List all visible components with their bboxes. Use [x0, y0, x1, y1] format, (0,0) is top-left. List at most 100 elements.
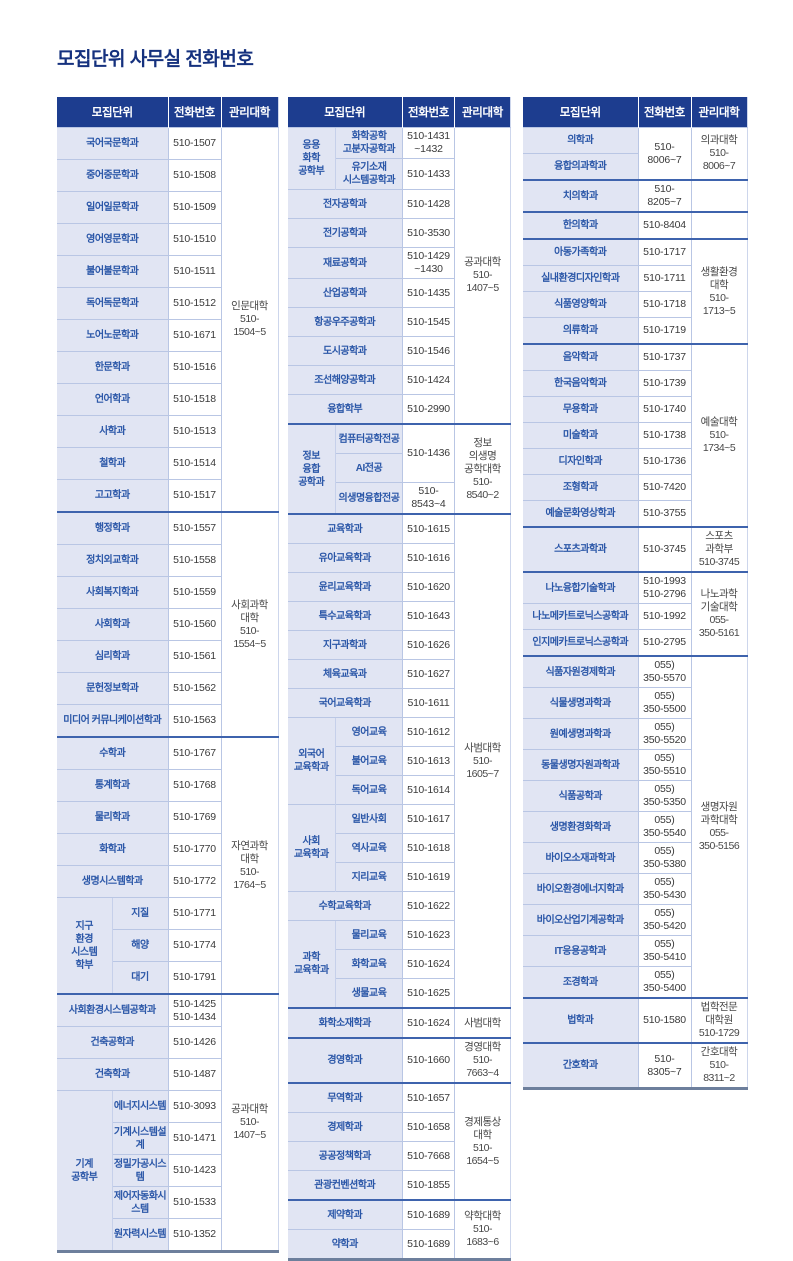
unit-cell: 무역학과 — [287, 1082, 403, 1113]
college-cell: 약학대학 510- 1683~6 — [454, 1199, 511, 1260]
phone-cell: 055) 350-5380 — [637, 842, 691, 874]
unit-cell: 화학과 — [57, 833, 168, 866]
college-cell: 공과대학 510- 1407~5 — [220, 993, 278, 1252]
unit-cell: 사회복지학과 — [57, 576, 168, 609]
phone-cell: 510-1563 — [167, 704, 221, 737]
unit-cell: 스포츠과학과 — [523, 526, 638, 572]
table-row: 지구 환경 시스템 학부 지질 510-1771 — [57, 897, 278, 994]
unit-cell: 공공정책학과 — [287, 1141, 403, 1171]
unit-cell: 일어일문학과 — [57, 191, 168, 224]
phone-cell: 510-1855 — [402, 1170, 455, 1200]
unit-cell: AI전공 — [335, 453, 403, 483]
table-row: 외국어 교육학과 영어교육 510-1612 — [287, 717, 511, 805]
unit-cell: 물리학과 — [57, 801, 168, 834]
unit-cell: 교육학과 — [287, 513, 403, 544]
table-row: 스포츠과학과 510-3745 스포츠 과학부 510-3745 — [523, 526, 747, 572]
phone-cell: 510-1561 — [167, 640, 221, 673]
table-row: 심리학과 510-1561 — [57, 640, 278, 673]
phone-cell: 510-1618 — [402, 833, 455, 863]
unit-cell: 한의학과 — [523, 211, 638, 239]
unit-cell: 국어교육학과 — [287, 688, 403, 718]
unit-cell: 전기공학과 — [287, 218, 403, 248]
college-cell: 인문대학 510- 1504~5 — [220, 127, 278, 512]
unit-cell: 국어국문학과 — [57, 127, 168, 160]
table-row: IT응용공학과 055) 350-5410 — [523, 935, 747, 967]
table-row: 사회환경시스템공학과 510-1425 510-1434 공과대학 510- 1407~5 — [57, 993, 278, 1252]
directory-table-1: 모집단위 전화번호 관리대학 국어국문학과 510-1507 인문대학 510- 1504~5… — [57, 97, 279, 1253]
table-row: 예술문화영상학과 510-3755 — [523, 500, 747, 527]
unit-cell: 에너지시스템 — [111, 1090, 168, 1123]
phone-cell: 510-1770 — [167, 833, 221, 866]
phone-cell: 510-1767 — [167, 736, 221, 770]
unit-cell: 치의학과 — [523, 179, 638, 212]
header-college: 관리대학 — [454, 97, 511, 128]
phone-cell: 055) 350-5510 — [637, 749, 691, 781]
unit-cell: 컴퓨터공학전공 — [335, 423, 403, 454]
table-row: 미디어 커뮤니케이션학과 510-1563 — [57, 704, 278, 737]
phone-cell: 510-1352 — [167, 1218, 221, 1252]
phone-cell: 055) 350-5420 — [637, 904, 691, 936]
unit-cell: 경제학과 — [287, 1112, 403, 1142]
table-row: 유아교육학과 510-1616 — [287, 543, 511, 573]
unit-group-cell: 지구 환경 시스템 학부 — [57, 897, 112, 994]
table-row: 재료공학과 510-1429 ~1430 — [287, 247, 511, 279]
unit-cell: 전자공학과 — [287, 189, 403, 219]
unit-cell: 바이오산업기계공학과 — [523, 904, 638, 936]
phone-cell: 510-1613 — [402, 746, 455, 776]
unit-cell: 통계학과 — [57, 769, 168, 802]
table-row: 도시공학과 510-1546 — [287, 336, 511, 366]
unit-group-cell: 기계 공학부 — [57, 1090, 112, 1252]
table-row: 중어중문학과 510-1508 — [57, 159, 278, 192]
unit-cell: 영어교육 — [335, 717, 403, 747]
phone-cell: 510-1423 — [167, 1154, 221, 1187]
table-row: 한의학과 510-8404 — [523, 211, 747, 239]
table-row: 전자공학과 510-1428 — [287, 189, 511, 219]
table-row: 조경학과 055) 350-5400 — [523, 966, 747, 998]
phone-cell: 510-1738 — [637, 422, 691, 449]
unit-cell: 화학공학 고분자공학과 — [335, 127, 403, 159]
table-row: 디자인학과 510-1736 — [523, 448, 747, 475]
table-row: 식물생명과학과 055) 350-5500 — [523, 687, 747, 719]
phone-cell: 510-7668 — [402, 1141, 455, 1171]
unit-cell: 사회환경시스템공학과 — [57, 993, 168, 1027]
college-cell: 사범대학 510- 1605~7 — [454, 513, 511, 1008]
table-row: 아동가족학과 510-1717 생활환경 대학 510- 1713~5 — [523, 238, 747, 344]
table-row: 나노메카트로닉스공학과 510-1992 — [523, 603, 747, 630]
unit-cell: 수학과 — [57, 736, 168, 770]
phone-cell: 510-1992 — [637, 603, 691, 630]
phone-cell: 510-1518 — [167, 383, 221, 416]
unit-group-cell: 과학 교육학과 — [287, 920, 336, 1008]
unit-cell: 행정학과 — [57, 511, 168, 545]
unit-cell: 정치외교학과 — [57, 544, 168, 577]
unit-cell: 융합학부 — [287, 394, 403, 424]
phone-cell: 510-1660 — [402, 1037, 455, 1083]
unit-cell: 노어노문학과 — [57, 319, 168, 352]
table-row: 간호학과 510- 8305~7 간호대학 510- 8311~2 — [523, 1042, 747, 1089]
phone-cell: 510-1626 — [402, 630, 455, 660]
unit-cell: 원자력시스템 — [111, 1218, 168, 1252]
table-row: 융합학부 510-2990 — [287, 394, 511, 424]
phone-cell: 510-1711 — [637, 265, 691, 292]
phone-cell: 510-1425 510-1434 — [167, 993, 221, 1027]
phone-cell: 510-1546 — [402, 336, 455, 366]
phone-cell: 510- 8305~7 — [637, 1042, 691, 1089]
unit-cell: 정밀가공시스템 — [111, 1154, 168, 1187]
table-row: 무역학과 510-1657 경제통상 대학 510- 1654~5 — [287, 1082, 511, 1200]
phone-cell: 510-1433 — [402, 158, 455, 190]
unit-cell: 제약학과 — [287, 1199, 403, 1230]
table-row: AI전공 — [288, 453, 511, 483]
table-row: 해양 510-1774 — [57, 929, 278, 962]
table-row: 바이오산업기계공학과 055) 350-5420 — [523, 904, 747, 936]
phone-cell: 055) 350-5410 — [637, 935, 691, 967]
header-college: 관리대학 — [690, 97, 747, 128]
unit-cell: 체육교육과 — [287, 659, 403, 689]
phone-cell: 510-1622 — [402, 891, 455, 921]
unit-cell: 지질 — [111, 897, 168, 930]
phone-cell: 055) 350-5430 — [637, 873, 691, 905]
phone-cell: 510-1740 — [637, 396, 691, 423]
table-row: 조선해양공학과 510-1424 — [287, 365, 511, 395]
phone-cell: 510-1516 — [167, 351, 221, 384]
unit-cell: 원예생명과학과 — [523, 718, 638, 750]
table-row: 경영학과 510-1660 경영대학 510- 7663~4 — [287, 1037, 511, 1083]
table-row: 수학과 510-1767 자연과학 대학 510- 1764~5 — [57, 736, 278, 994]
